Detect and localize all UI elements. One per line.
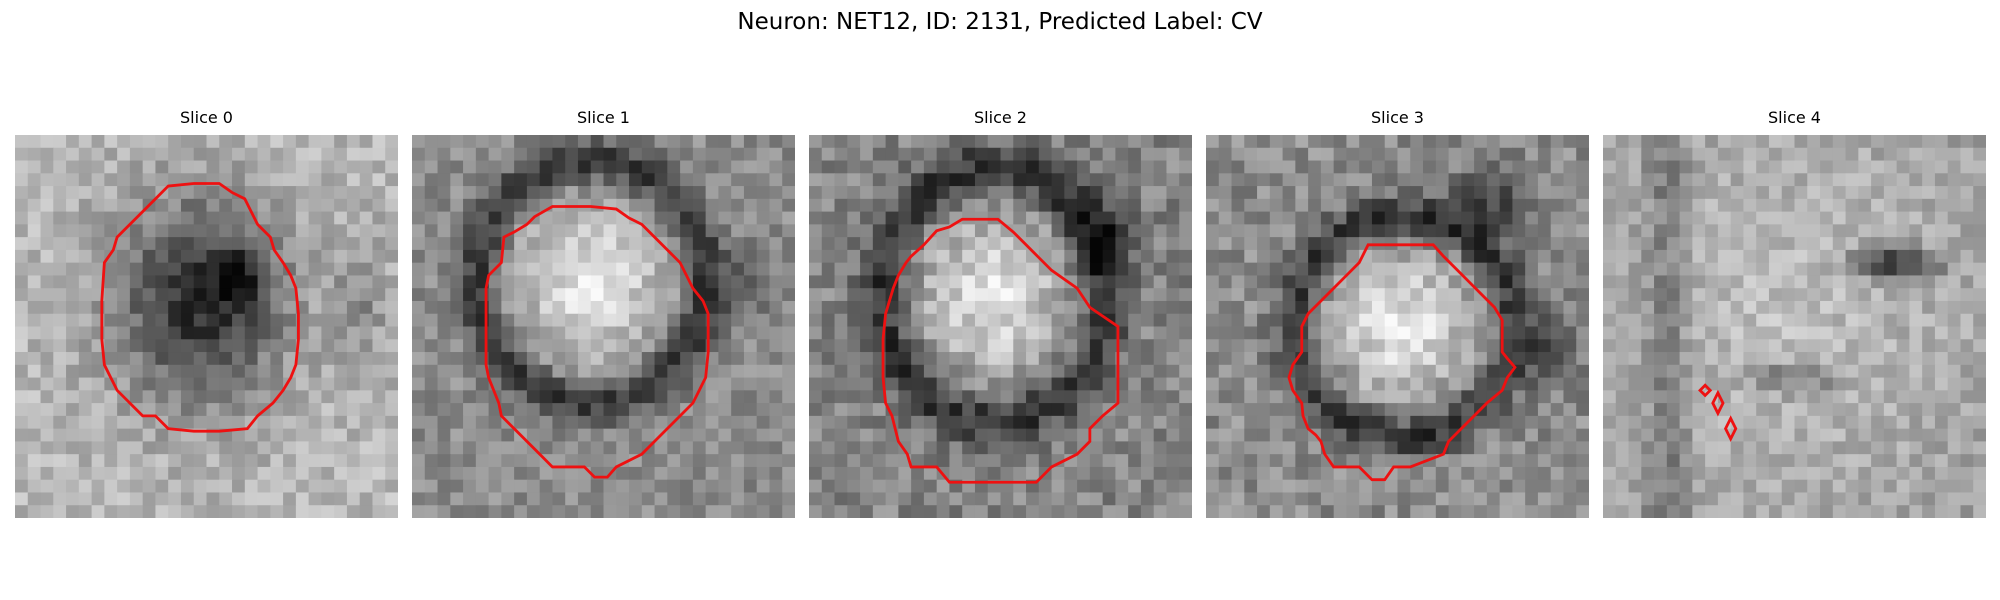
contour-outline (1287, 243, 1517, 482)
slice-title: Slice 3 (1371, 108, 1424, 127)
slice-title: Slice 2 (974, 108, 1027, 127)
slice-image (1603, 135, 1986, 518)
slice-title: Slice 0 (180, 108, 233, 127)
contour-outline (1723, 415, 1738, 442)
slice-image (1206, 135, 1589, 518)
contour-outline (881, 217, 1120, 484)
pixel-grid (809, 135, 1192, 518)
slice-panel-2: Slice 2 (809, 108, 1192, 518)
pixel-grid (1206, 135, 1589, 518)
contour-outline (100, 182, 300, 433)
slice-panel-1: Slice 1 (412, 108, 795, 518)
figure-title: Neuron: NET12, ID: 2131, Predicted Label… (737, 9, 1263, 35)
slice-panel-4: Slice 4 (1603, 108, 1986, 518)
pixel-grid (1603, 135, 1986, 518)
slice-image (412, 135, 795, 518)
pixel-grid (15, 135, 398, 518)
contour-outline (1698, 383, 1713, 398)
slice-image (15, 135, 398, 518)
slice-title: Slice 4 (1768, 108, 1821, 127)
slice-panel-3: Slice 3 (1206, 108, 1589, 518)
slice-title: Slice 1 (577, 108, 630, 127)
contour-outline (484, 205, 710, 479)
slice-panel-0: Slice 0 (15, 108, 398, 518)
pixel-grid (412, 135, 795, 518)
slice-image (809, 135, 1192, 518)
contour-outline (1711, 389, 1725, 417)
